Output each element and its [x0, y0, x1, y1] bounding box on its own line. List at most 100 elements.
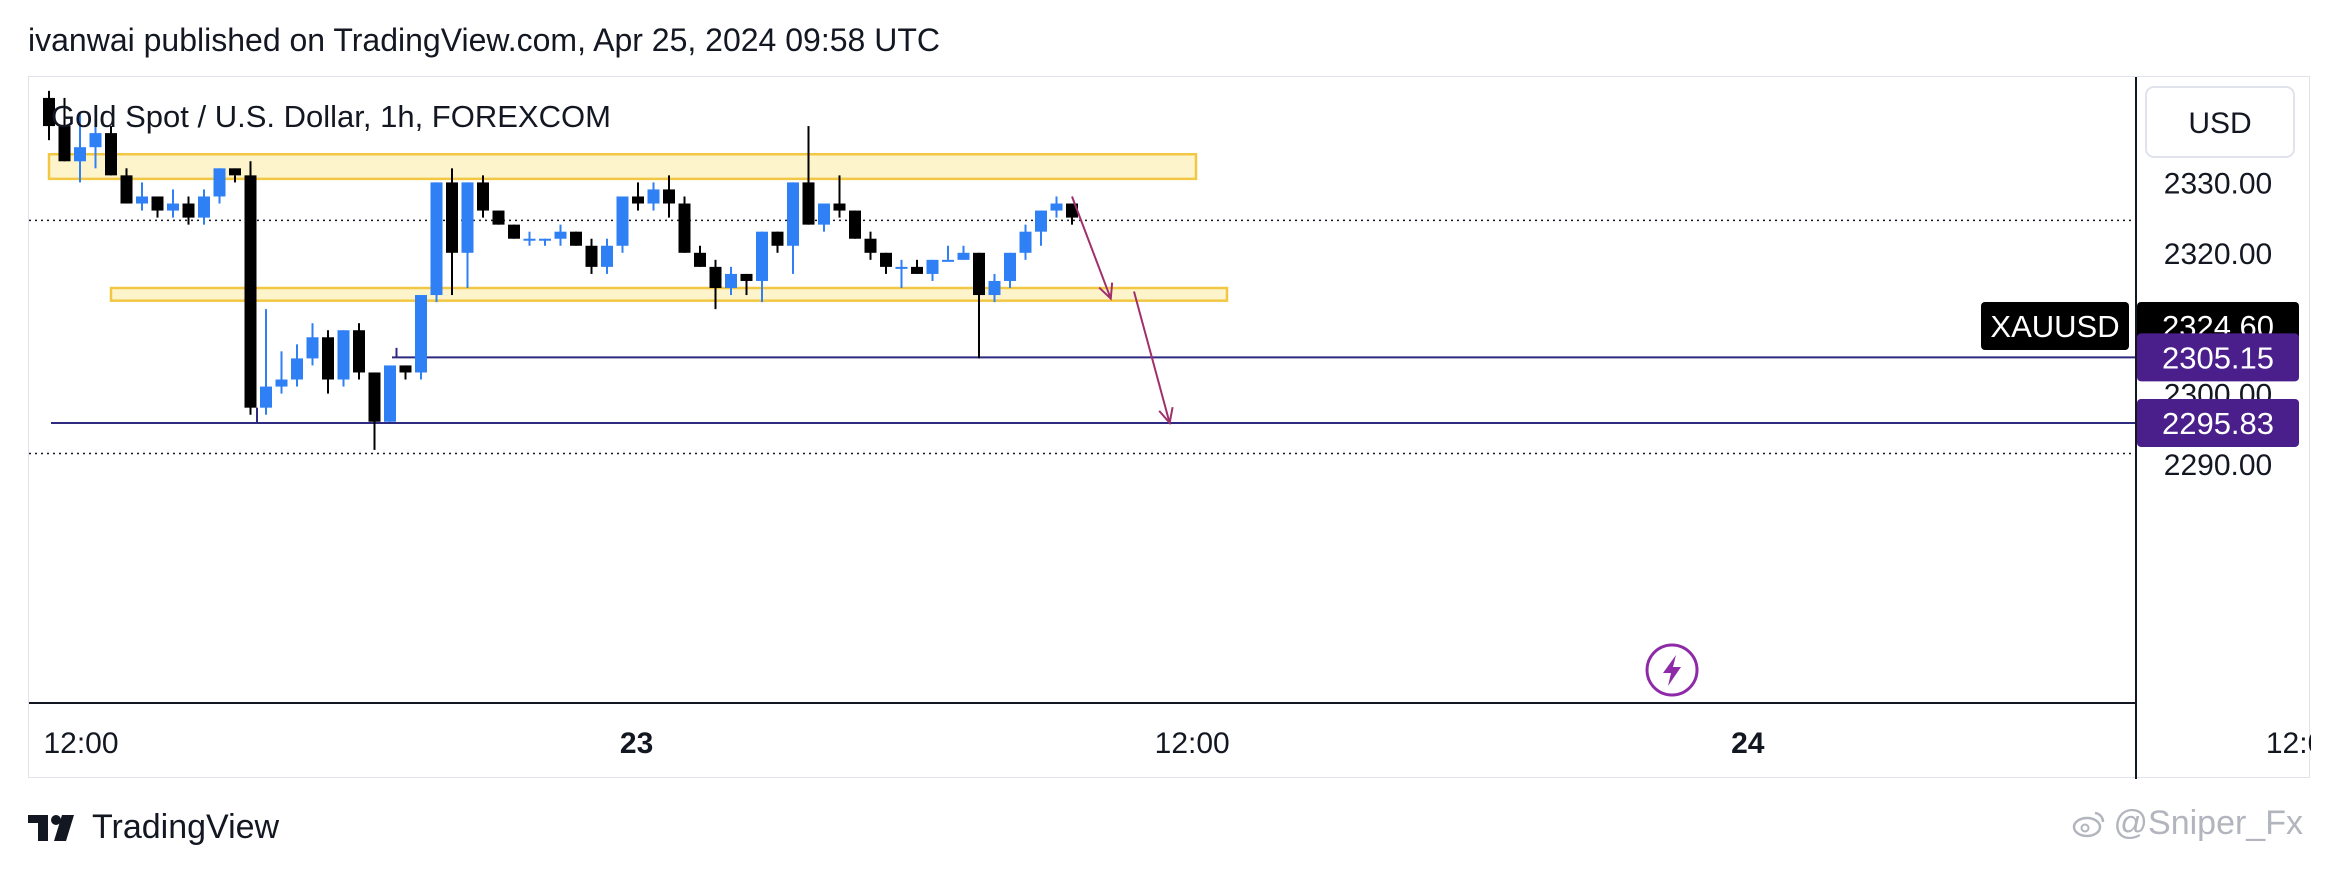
currency-label: USD [2188, 107, 2251, 140]
level-label-lower: 2295.83 [2162, 406, 2274, 441]
time-tick-label: 24 [1731, 727, 1765, 760]
chart-frame[interactable]: 2290.002300.002310.002320.002330.002340.… [28, 76, 2333, 779]
candle [384, 365, 396, 422]
candle [74, 112, 86, 183]
tradingview-brand: TradingView [92, 808, 280, 846]
candle [709, 259, 722, 310]
candle-body [554, 231, 567, 239]
candle [616, 196, 629, 253]
candle-body [198, 196, 210, 218]
candle [678, 196, 691, 253]
candle-body [802, 182, 815, 225]
currency-selector[interactable]: USD [2145, 86, 2295, 158]
candle [756, 231, 768, 303]
candle [694, 245, 706, 267]
candle-body [616, 196, 629, 246]
candle [1035, 210, 1047, 246]
weibo-icon [2072, 811, 2104, 837]
candle [864, 231, 877, 260]
time-tick-label: 12:00 [1155, 727, 1230, 760]
candle [120, 168, 133, 204]
candle [1050, 196, 1063, 218]
candle [539, 238, 551, 246]
candle-body [663, 189, 675, 204]
candle [446, 168, 458, 296]
candle [322, 330, 334, 394]
candle-body [756, 231, 768, 281]
time-tick-label: 23 [620, 727, 653, 760]
tradingview-logo[interactable]: TradingView [28, 808, 279, 847]
candle-body [120, 175, 133, 204]
candle [849, 210, 861, 239]
candle-body [260, 386, 272, 408]
candle-body [508, 224, 520, 239]
candle-body [1004, 252, 1016, 281]
candle [973, 252, 985, 359]
time-tick-label: 12:00 [2266, 727, 2311, 760]
candle-body [322, 337, 334, 380]
candle-body [880, 252, 892, 267]
candle [399, 365, 412, 380]
candle-body [988, 280, 1001, 296]
candle [260, 309, 272, 415]
candle-body [601, 245, 613, 267]
level-badge-upper: 2305.15 [2137, 333, 2299, 382]
candle [229, 168, 241, 183]
candle [988, 273, 1001, 303]
projection-arrow-1 [1133, 291, 1174, 426]
candle [1004, 252, 1016, 288]
candle-body [384, 365, 396, 422]
price-tick-label: 2320.00 [2164, 238, 2272, 271]
candle-body [849, 210, 861, 239]
candle-body [709, 266, 722, 288]
candle [43, 90, 55, 141]
candle-body [399, 365, 412, 373]
lightning-event-icon[interactable] [1645, 643, 1699, 697]
candle-body [725, 273, 737, 288]
candle [787, 182, 799, 274]
arrow-shaft [1071, 196, 1112, 299]
candlestick-chart[interactable]: 2290.002300.002310.002320.002330.002340.… [29, 77, 2333, 779]
projection-arrow-0 [1071, 196, 1114, 301]
symbol-label: XAUUSD [1990, 309, 2119, 344]
candle [740, 273, 753, 296]
candle-body [306, 337, 319, 359]
candle [306, 323, 319, 366]
candle-body [818, 203, 830, 225]
candle [198, 189, 210, 225]
candle-body [446, 182, 458, 253]
candle-body [771, 231, 784, 246]
candle-body [864, 238, 877, 253]
candle-body [430, 182, 443, 296]
publish-header: ivanwai published on TradingView.com, Ap… [28, 22, 940, 58]
candle-body [1050, 203, 1063, 211]
candle [213, 168, 226, 204]
candle-body [58, 126, 71, 162]
candle [802, 126, 815, 225]
candle [647, 182, 660, 211]
candle [554, 224, 567, 246]
candle-body [74, 147, 86, 162]
chart-title: Gold Spot / U.S. Dollar, 1h, FOREXCOM [51, 99, 611, 134]
candle [632, 182, 644, 211]
candle [570, 231, 582, 246]
candle-body [957, 252, 970, 260]
candle [244, 161, 257, 415]
watermark-text: @Sniper_Fx [2113, 804, 2303, 842]
time-tick-label: 12:00 [43, 727, 118, 760]
candle-body [275, 379, 288, 387]
candle [880, 252, 892, 274]
candle [105, 126, 117, 176]
candle-body [647, 189, 660, 204]
candle [1019, 224, 1032, 260]
candle [430, 182, 443, 303]
candle-body [136, 196, 148, 204]
candle-body [678, 203, 691, 253]
candle-body [632, 196, 644, 204]
candle [151, 196, 164, 218]
candle [926, 259, 939, 281]
level-label-upper: 2305.15 [2162, 340, 2274, 375]
candle [136, 182, 148, 211]
candle [415, 295, 427, 380]
zone-1 [109, 286, 1229, 302]
